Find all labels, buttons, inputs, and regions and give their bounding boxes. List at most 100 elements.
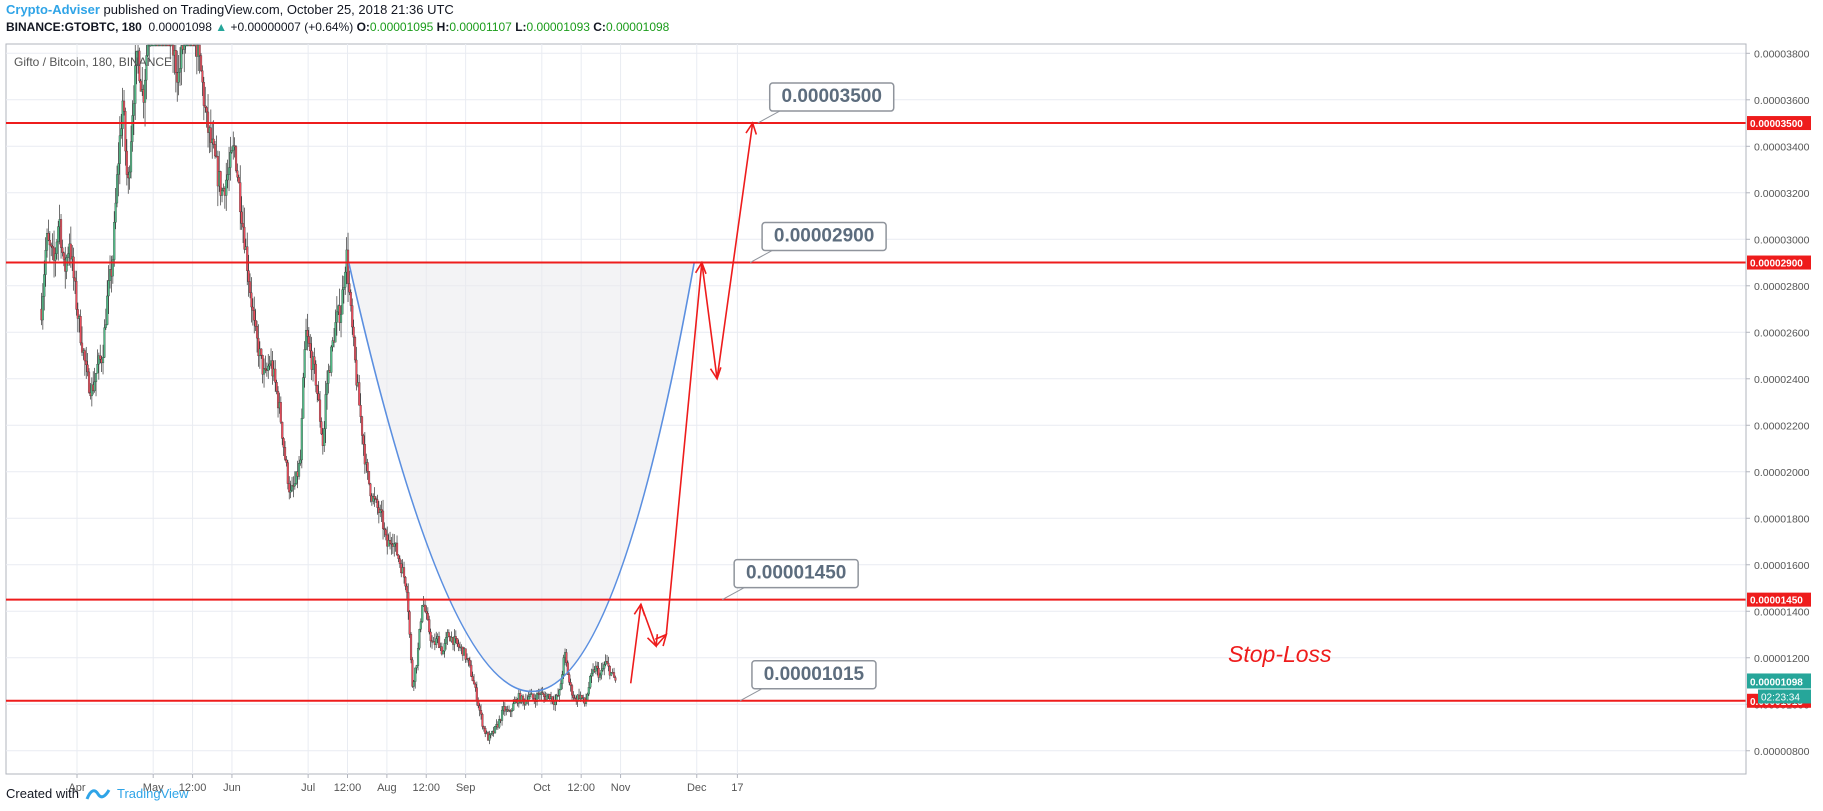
- candle-body: [120, 128, 123, 136]
- support-resistance-lines[interactable]: [6, 122, 1746, 702]
- candle-body: [384, 529, 387, 536]
- candle-body: [330, 346, 333, 373]
- candle-body: [467, 658, 470, 661]
- plot-frame: [5, 43, 1747, 775]
- candle-body: [75, 281, 78, 310]
- candle-body: [475, 687, 478, 702]
- candle-body: [556, 694, 560, 697]
- candle-body: [300, 418, 303, 461]
- candles: [40, 44, 617, 745]
- level-price-tag-text: 0.00003500: [1750, 119, 1803, 130]
- candle-body: [587, 687, 590, 695]
- price-tick-label: 0.00003000: [1754, 234, 1810, 246]
- arrowhead: [694, 260, 707, 275]
- candle-body: [531, 693, 534, 699]
- candle-body: [437, 636, 441, 649]
- candle-body: [565, 652, 568, 663]
- candle-body: [316, 385, 319, 394]
- candle-body: [411, 659, 414, 687]
- candle-body: [275, 382, 278, 392]
- candle-body: [276, 390, 280, 409]
- candle-body: [454, 636, 457, 639]
- candle-body: [254, 320, 257, 327]
- arrowhead: [633, 602, 646, 616]
- candle-body: [94, 373, 98, 383]
- countdown-text: 02:23:34: [1761, 692, 1800, 703]
- candle-body: [79, 316, 82, 344]
- candle-body: [260, 348, 263, 356]
- footer: Created with TradingView: [6, 786, 189, 801]
- level-callouts[interactable]: 0.00003500 0.00002900 0.00001450 0.00001015: [721, 82, 895, 702]
- candle-body: [472, 680, 476, 685]
- candle-body: [614, 677, 617, 681]
- candle-body: [425, 611, 428, 614]
- candle-body: [572, 694, 575, 698]
- chart-title: Gifto / Bitcoin, 180, BINANCE: [14, 55, 172, 69]
- candle-body: [478, 705, 481, 711]
- candle-body: [80, 342, 84, 353]
- candle-body: [468, 659, 471, 666]
- candle-body: [111, 259, 114, 277]
- candle-body: [177, 72, 180, 83]
- candle-body: [62, 252, 65, 260]
- candle-body: [521, 695, 525, 700]
- price-tick-label: 0.00001400: [1754, 606, 1810, 618]
- candle-body: [608, 666, 611, 676]
- candle-body: [146, 44, 149, 56]
- candle-body: [596, 665, 599, 669]
- candle-body: [610, 672, 613, 676]
- candle-body: [348, 283, 351, 293]
- candle-body: [503, 706, 506, 712]
- candle-body: [601, 668, 604, 671]
- candle-body: [304, 330, 308, 350]
- candle-body: [99, 355, 102, 360]
- candle-body: [107, 280, 110, 297]
- level-price-tag-text: 0.00002900: [1750, 259, 1803, 270]
- candle-body: [248, 281, 252, 293]
- callout-label: 0.00002900: [774, 226, 874, 247]
- candle-body: [367, 471, 371, 484]
- author-link[interactable]: Crypto-Adviser: [6, 2, 100, 17]
- projection-arrowheads: [633, 121, 758, 648]
- candle-body: [59, 219, 63, 248]
- candle-body: [297, 463, 301, 477]
- candle-body: [324, 394, 327, 429]
- tradingview-link[interactable]: TradingView: [116, 786, 189, 801]
- price-tick-label: 0.00001800: [1754, 513, 1810, 525]
- candle-body: [359, 405, 362, 417]
- candle-body: [447, 632, 450, 637]
- price-axis[interactable]: 0.000008000.000010000.000012000.00001400…: [1745, 44, 1810, 774]
- candle-body: [262, 368, 266, 375]
- cup-area: [348, 262, 695, 692]
- countdown-tag: [1758, 689, 1811, 704]
- candle-body: [481, 714, 484, 727]
- candle-body: [237, 177, 240, 183]
- candle-body: [115, 174, 119, 204]
- candle-body: [65, 257, 68, 272]
- candle-body: [607, 662, 610, 667]
- candle-body: [355, 359, 358, 386]
- candle-body: [353, 337, 357, 361]
- candle-body: [435, 638, 438, 645]
- candle-body: [402, 567, 406, 578]
- time-axis[interactable]: Apr May 12:00 Jun Jul 12:00 Aug 12:00 Sep Oct 12:0…: [68, 774, 744, 794]
- low-value: 0.00001093: [526, 20, 590, 34]
- callout-pointer: [721, 587, 745, 601]
- price-tick-label: 0.00002800: [1754, 281, 1810, 293]
- candle-body: [302, 377, 305, 419]
- candle-body: [268, 363, 271, 367]
- candle-body: [121, 100, 124, 129]
- candle-body: [363, 444, 366, 465]
- candle-body: [241, 223, 245, 228]
- candle-body: [344, 271, 347, 288]
- current-price-tag: [1747, 673, 1811, 689]
- candle-body: [603, 664, 606, 669]
- candle-body: [444, 637, 448, 644]
- candle-body: [236, 170, 239, 178]
- candle-body: [372, 496, 375, 502]
- candle-body: [545, 695, 548, 700]
- open-label: O:: [356, 20, 370, 34]
- cup-curve: [347, 262, 696, 693]
- candle-body: [395, 542, 399, 556]
